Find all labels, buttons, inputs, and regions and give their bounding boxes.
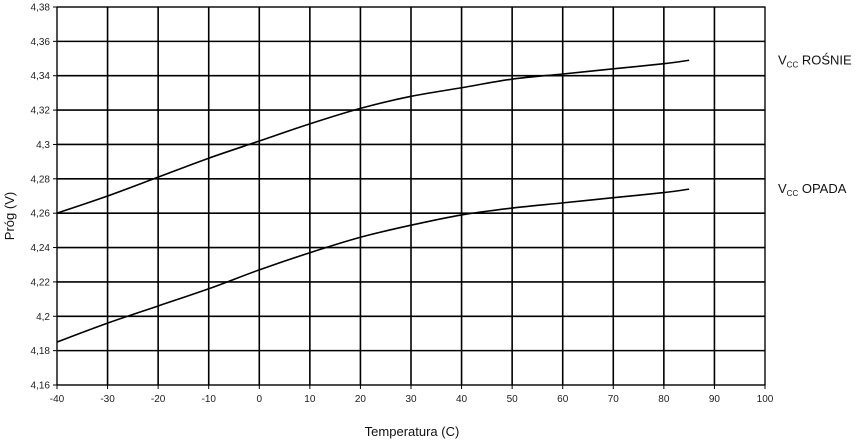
x-tick-label: 40 (456, 394, 468, 405)
y-tick-label: 4,34 (31, 71, 51, 82)
x-tick-label: 70 (608, 394, 620, 405)
x-tick-label: 100 (757, 394, 774, 405)
x-tick-label: 60 (557, 394, 569, 405)
y-tick-label: 4,24 (31, 243, 51, 254)
y-tick-label: 4,18 (31, 346, 51, 357)
x-tick-label: 90 (709, 394, 721, 405)
x-tick-label: -30 (100, 394, 115, 405)
grid (53, 6, 766, 389)
x-tick-label: -40 (50, 394, 65, 405)
x-tick-label: -10 (201, 394, 216, 405)
x-tick-label: 80 (658, 394, 670, 405)
y-tick-label: 4,38 (31, 3, 51, 14)
y-tick-label: 4,32 (31, 106, 51, 117)
x-tick-label: 20 (355, 394, 367, 405)
plot-frame (56, 6, 766, 386)
x-tick-label: -20 (151, 394, 166, 405)
y-axis-title: Próg (V) (2, 192, 17, 240)
x-axis-title: Temperatura (C) (365, 424, 460, 439)
series-line-rising (56, 59, 690, 214)
y-tick-label: 4,28 (31, 174, 51, 185)
x-tick-label: 10 (304, 394, 316, 405)
series-labels: VCC ROŚNIE VCC OPADA (778, 52, 852, 198)
series-lines (56, 59, 690, 343)
y-tick-label: 4,26 (31, 209, 51, 220)
tick-labels: -40 -30 -20 -10 0 10 20 30 40 50 60 70 80 90 100 4,16 4,… (31, 3, 774, 406)
y-tick-label: 4,3 (36, 140, 50, 151)
y-tick-label: 4,22 (31, 277, 51, 288)
x-tick-label: 0 (257, 394, 263, 405)
series-label-falling: VCC OPADA (778, 181, 847, 198)
x-tick-label: 30 (405, 394, 417, 405)
y-tick-label: 4,2 (36, 312, 50, 323)
series-line-falling (56, 188, 690, 343)
y-tick-label: 4,36 (31, 37, 51, 48)
y-tick-label: 4,16 (31, 381, 51, 392)
series-label-rising: VCC ROŚNIE (778, 52, 852, 69)
x-tick-label: 50 (507, 394, 519, 405)
